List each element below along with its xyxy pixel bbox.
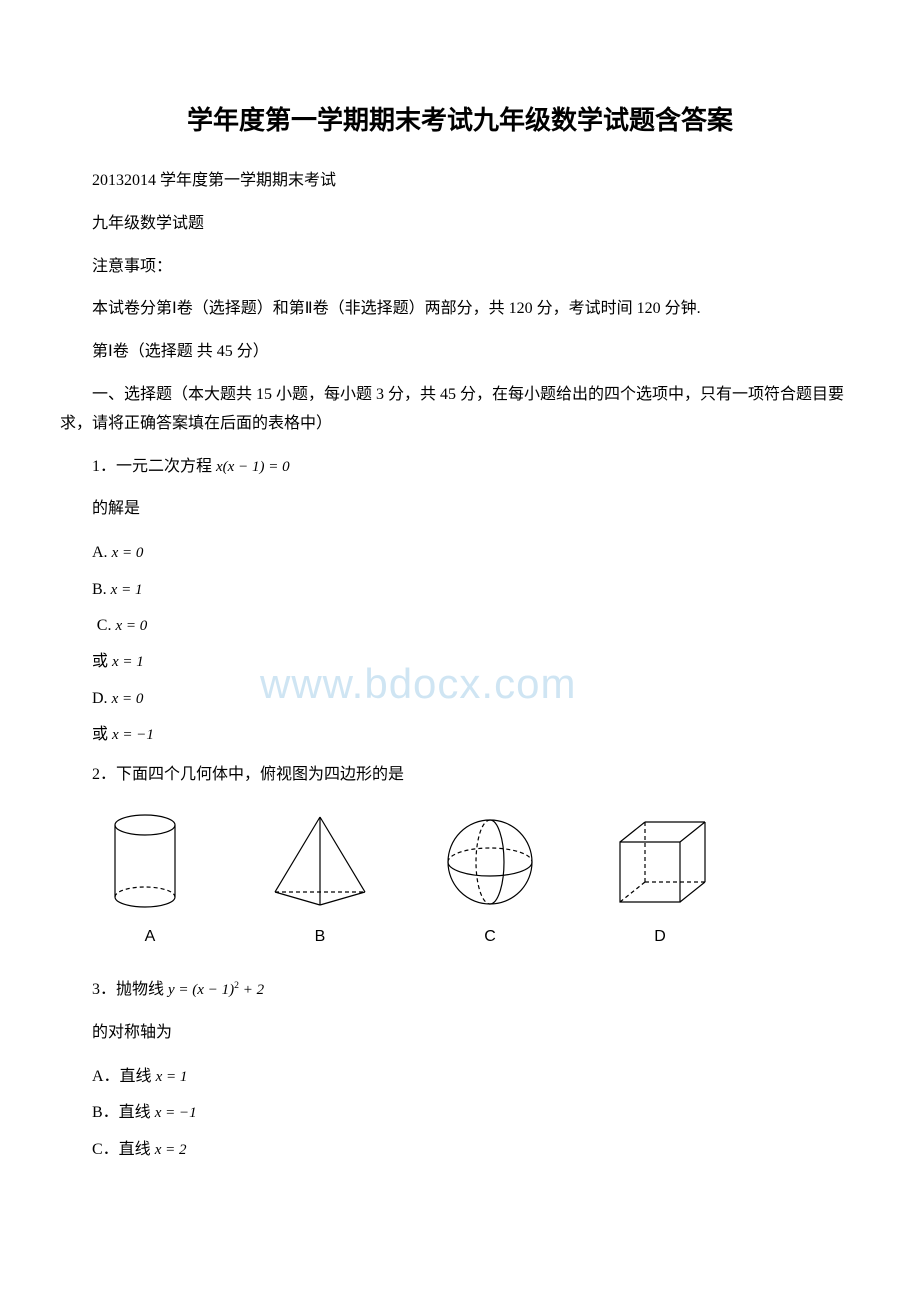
q2-label-a: A <box>90 928 210 946</box>
intro-line-6: 一、选择题（本大题共 15 小题，每小题 3 分，共 45 分，在每小题给出的四… <box>60 381 860 439</box>
pyramid-icon <box>260 807 380 917</box>
q2-shape-a: A <box>90 807 210 946</box>
q1-or-2: 或 <box>92 726 108 743</box>
q1-b-label: B. <box>92 581 107 598</box>
q2-stem: 2．下面四个几何体中，俯视图为四边形的是 <box>60 761 860 790</box>
q1-d-formula: x = 0 <box>112 691 144 707</box>
q1-stem: 1．一元二次方程 x(x − 1) = 0 <box>60 453 860 482</box>
q3-c-formula: x = 2 <box>155 1142 187 1158</box>
q3-b-formula: x = −1 <box>155 1105 197 1121</box>
q1-option-c-or: 或 x = 1 <box>60 647 860 677</box>
q1-a-label: A. <box>92 544 108 561</box>
q1-stem-prefix: 1．一元二次方程 <box>92 458 212 475</box>
q1-stem-suffix: 的解是 <box>60 495 860 524</box>
cylinder-icon <box>90 807 210 917</box>
q1-option-c: C. x = 0 <box>60 611 860 641</box>
intro-line-3: 注意事项： <box>60 253 860 282</box>
q1-d-formula2: x = −1 <box>112 727 154 743</box>
q3-a-label: A．直线 <box>92 1068 152 1085</box>
q1-c-formula: x = 0 <box>115 618 147 634</box>
q3-option-a: A．直线 x = 1 <box>60 1062 860 1092</box>
q3-b-label: B．直线 <box>92 1104 151 1121</box>
intro-line-5: 第Ⅰ卷（选择题 共 45 分） <box>60 338 860 367</box>
sphere-icon <box>430 807 550 917</box>
q1-b-formula: x = 1 <box>111 582 143 598</box>
intro-line-2: 九年级数学试题 <box>60 210 860 239</box>
intro-line-1: 20132014 学年度第一学期期末考试 <box>60 167 860 196</box>
document-content: 学年度第一学期期末考试九年级数学试题含答案 20132014 学年度第一学期期末… <box>60 100 860 1165</box>
q1-or-1: 或 <box>92 653 108 670</box>
q2-shape-c: C <box>430 807 550 946</box>
q1-option-d: D. x = 0 <box>60 684 860 714</box>
q3-formula: y = (x − 1)2 + 2 <box>168 982 264 998</box>
q3-stem-suffix: 的对称轴为 <box>60 1019 860 1048</box>
q2-label-d: D <box>600 928 720 946</box>
q1-option-b: B. x = 1 <box>60 575 860 605</box>
q1-c-formula2: x = 1 <box>112 654 144 670</box>
page-title: 学年度第一学期期末考试九年级数学试题含答案 <box>60 100 860 137</box>
q3-stem: 3．抛物线 y = (x − 1)2 + 2 <box>60 976 860 1005</box>
intro-line-4: 本试卷分第Ⅰ卷（选择题）和第Ⅱ卷（非选择题）两部分，共 120 分，考试时间 1… <box>60 295 860 324</box>
q1-formula: x(x − 1) = 0 <box>216 459 290 475</box>
q2-shape-b: B <box>260 807 380 946</box>
q3-a-formula: x = 1 <box>156 1069 188 1085</box>
q3-formula-a: y = (x − 1) <box>168 982 234 998</box>
q1-option-a: A. x = 0 <box>60 538 860 568</box>
q3-formula-b: + 2 <box>239 982 264 998</box>
q1-option-d-or: 或 x = −1 <box>60 720 860 750</box>
cube-icon <box>600 807 720 917</box>
q3-option-c: C．直线 x = 2 <box>60 1135 860 1165</box>
q2-shapes-row: A B C <box>90 807 860 946</box>
q1-c-label: C. <box>97 617 112 634</box>
q2-shape-d: D <box>600 807 720 946</box>
q2-label-c: C <box>430 928 550 946</box>
q3-c-label: C．直线 <box>92 1141 151 1158</box>
q1-a-formula: x = 0 <box>112 545 144 561</box>
q3-stem-prefix: 3．抛物线 <box>92 981 164 998</box>
q1-d-label: D. <box>92 690 108 707</box>
q2-label-b: B <box>260 928 380 946</box>
q3-option-b: B．直线 x = −1 <box>60 1098 860 1128</box>
